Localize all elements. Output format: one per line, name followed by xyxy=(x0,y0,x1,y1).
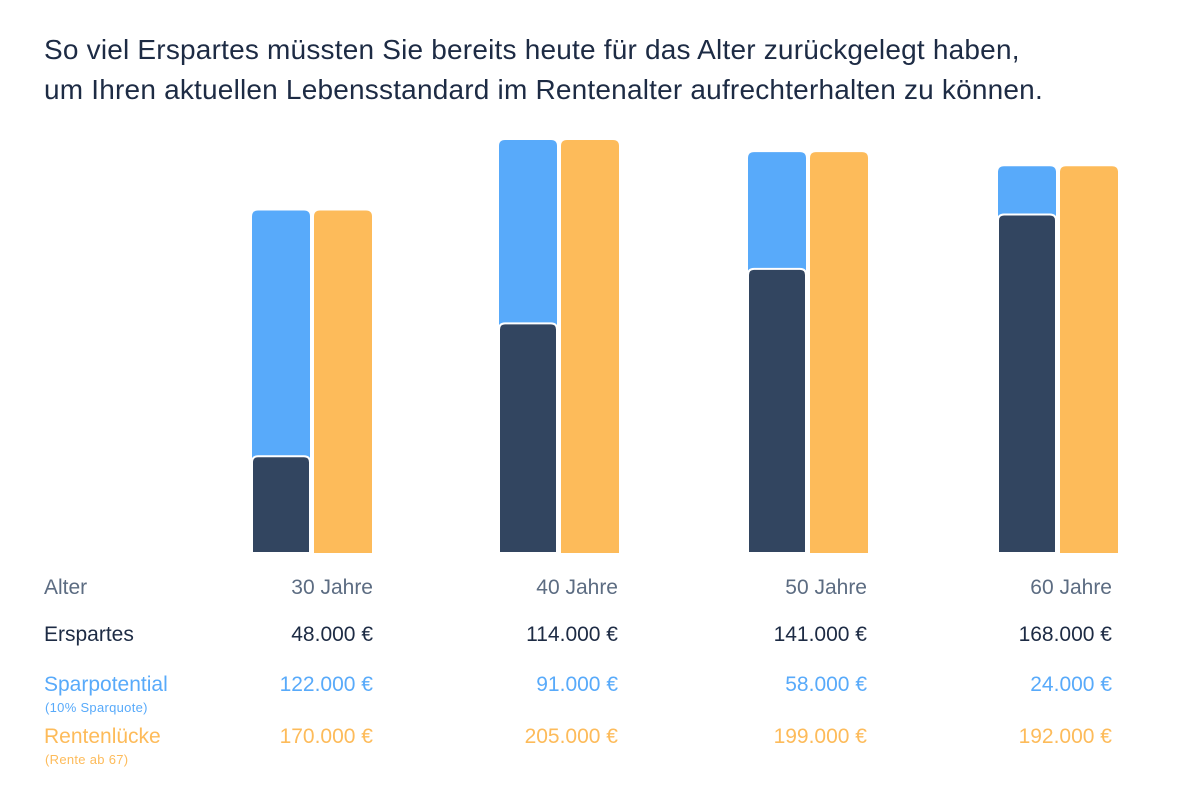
bar-erspartes xyxy=(997,213,1057,554)
row-label-erspartes: Erspartes xyxy=(44,623,134,646)
age-cell: 30 Jahre xyxy=(291,576,373,599)
erspartes-cell: 168.000 € xyxy=(1018,623,1112,646)
bar-erspartes xyxy=(747,267,807,554)
age-cell: 50 Jahre xyxy=(785,576,867,599)
row-label-sparpotential: Sparpotential xyxy=(44,673,168,696)
bar-erspartes xyxy=(251,455,311,554)
rentenluecke-cell: 192.000 € xyxy=(1018,725,1112,748)
row-label-alter: Alter xyxy=(44,576,88,599)
title-line-1: So viel Erspartes müssten Sie bereits he… xyxy=(44,34,1020,65)
sparpotential-cell: 24.000 € xyxy=(1030,673,1112,696)
bar-rentenluecke xyxy=(1060,166,1118,553)
erspartes-cell: 141.000 € xyxy=(773,623,867,646)
chart-title: So viel Erspartes müssten Sie bereits he… xyxy=(44,30,1174,110)
sparpotential-cell: 91.000 € xyxy=(536,673,618,696)
row-sublabel-rente: (Rente ab 67) xyxy=(45,752,129,767)
sparpotential-cell: 122.000 € xyxy=(279,673,373,696)
erspartes-cell: 114.000 € xyxy=(526,623,618,646)
bar-erspartes xyxy=(498,322,558,554)
bar-rentenluecke xyxy=(561,140,619,553)
erspartes-cell: 48.000 € xyxy=(291,623,373,646)
row-label-rentenluecke: Rentenlücke xyxy=(44,725,161,748)
row-sublabel-sparquote: (10% Sparquote) xyxy=(45,700,148,715)
age-cell: 60 Jahre xyxy=(1030,576,1112,599)
age-cell: 40 Jahre xyxy=(536,576,618,599)
rentenluecke-cell: 170.000 € xyxy=(279,725,373,748)
title-line-2: um Ihren aktuellen Lebensstandard im Ren… xyxy=(44,74,1043,105)
sparpotential-cell: 58.000 € xyxy=(785,673,867,696)
bar-rentenluecke xyxy=(314,210,372,553)
rentenluecke-cell: 205.000 € xyxy=(524,725,618,748)
rentenluecke-cell: 199.000 € xyxy=(773,725,867,748)
bar-rentenluecke xyxy=(810,152,868,553)
